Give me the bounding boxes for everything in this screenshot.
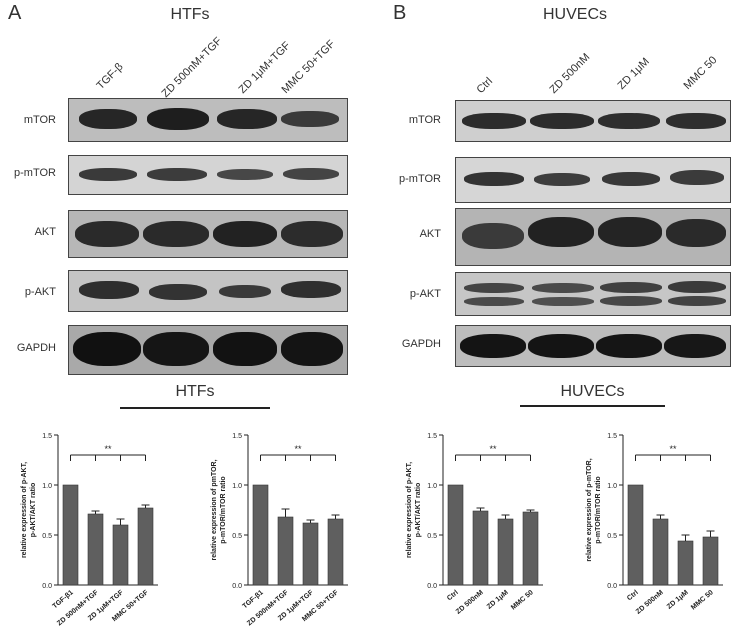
bar	[112, 524, 129, 586]
y-tick-label: 1.5	[232, 433, 242, 440]
lane-label: ZD 500nM	[547, 51, 593, 96]
y-tick-label: 0.5	[232, 533, 242, 540]
bar	[652, 518, 669, 586]
y-axis-label-line: p-AKT/AKT ratio	[30, 483, 37, 537]
blot-htfs-gapdh	[68, 325, 348, 375]
bar	[627, 484, 644, 586]
row-label-akt: AKT	[34, 226, 56, 238]
x-tick-label: ZD 500nM	[455, 589, 485, 616]
x-tick-label: TGF-β1	[242, 589, 265, 610]
row-label-p-akt: p-AKT	[409, 288, 441, 300]
y-tick-label: 0.0	[427, 583, 437, 590]
panel-a-title: HTFs	[170, 6, 210, 23]
lane-label: ZD 500nM+TGF	[159, 35, 225, 100]
bar	[277, 516, 294, 586]
significance-label: **	[294, 444, 302, 454]
x-tick-label: TGF-β1	[52, 589, 75, 610]
y-axis-label-line: relative expression of p-mTOR,	[586, 458, 593, 561]
bar	[62, 484, 79, 586]
bar	[327, 518, 344, 586]
y-tick-label: 1.0	[42, 483, 52, 490]
y-tick-label: 0.5	[42, 533, 52, 540]
group-title-htfs: HTFs	[175, 383, 215, 400]
y-tick-label: 0.5	[427, 533, 437, 540]
bar	[252, 484, 269, 586]
row-label-mtor: mTOR	[23, 114, 56, 126]
bar-chart-huvecs-p-mtor: 0.0 0.5 1.0 1.5 relative expression of p-mTO…	[586, 433, 723, 616]
blot-huvecs-gapdh	[455, 325, 731, 367]
x-tick-label: ZD 500nM	[635, 589, 665, 616]
bar-chart-htfs-p-mtor: 0.0 0.5 1.0 1.5 relative expression of pmTOR…	[211, 433, 348, 627]
y-axis-label-line: p-mTOR/mTOR ratio	[220, 476, 227, 543]
bar	[677, 540, 694, 586]
row-label-p-mtor: p-mTOR	[14, 167, 56, 179]
bar	[87, 513, 104, 586]
bar	[447, 484, 464, 586]
lane-label: MMC 50	[681, 54, 720, 92]
bar	[702, 536, 719, 586]
bar	[522, 511, 539, 586]
row-label-gapdh: GAPDH	[401, 338, 441, 350]
x-tick-label: ZD 1μM	[666, 589, 690, 611]
lane-label: ZD 1μM	[615, 55, 652, 92]
bar	[302, 522, 319, 586]
y-tick-label: 1.0	[232, 483, 242, 490]
panel-letter-b: B	[393, 2, 407, 24]
row-label-gapdh: GAPDH	[16, 342, 56, 354]
y-axis-label: relative expression of pmTOR, p-mTOR/mTOR…	[211, 459, 227, 560]
y-axis-label: relative expression of p-mTOR, p-mTOR/mTO…	[586, 458, 602, 561]
bar-chart-huvecs-p-akt: 0.0 0.5 1.0 1.5 relative expression of p-AKT…	[406, 433, 543, 616]
blot-huvecs-p-akt	[455, 272, 731, 316]
x-tick-label: Ctrl	[446, 589, 460, 602]
bar	[472, 510, 489, 586]
panel-letter-a: A	[8, 2, 22, 24]
y-axis-label-line: relative expression of p-AKT,	[21, 462, 28, 558]
y-tick-label: 0.0	[232, 583, 242, 590]
group-underline-huvecs	[520, 405, 665, 407]
bar	[497, 518, 514, 586]
y-axis-label-line: p-mTOR/mTOR ratio	[595, 476, 602, 543]
lane-label: Ctrl	[474, 75, 496, 96]
group-underline-htfs	[120, 407, 270, 409]
y-axis-label: relative expression of p-AKT, p-AKT/AKT r…	[406, 462, 422, 558]
x-tick-label: Ctrl	[626, 589, 640, 602]
y-tick-label: 0.0	[42, 583, 52, 590]
y-axis-label-line: p-AKT/AKT ratio	[415, 483, 422, 537]
y-tick-label: 0.5	[607, 533, 617, 540]
group-title-huvecs: HUVECs	[560, 383, 625, 400]
row-label-mtor: mTOR	[408, 114, 441, 126]
y-axis-label: relative expression of p-AKT, p-AKT/AKT r…	[21, 462, 37, 558]
blot-huvecs-akt	[455, 208, 731, 266]
significance-label: **	[104, 444, 112, 454]
y-axis-label-line: relative expression of p-AKT,	[406, 462, 413, 558]
blot-huvecs-mtor	[455, 100, 731, 142]
blot-htfs-mtor	[68, 98, 348, 142]
x-tick-label: MMC 50	[690, 589, 715, 611]
significance-label: **	[669, 444, 677, 454]
y-tick-label: 1.0	[607, 483, 617, 490]
row-label-p-mtor: p-mTOR	[399, 173, 441, 185]
blot-htfs-akt	[68, 210, 348, 258]
blot-huvecs-p-mtor	[455, 157, 731, 203]
blot-htfs-p-akt	[68, 270, 348, 312]
y-tick-label: 1.5	[427, 433, 437, 440]
y-tick-label: 1.5	[607, 433, 617, 440]
row-label-p-akt: p-AKT	[24, 286, 56, 298]
y-axis-label-line: relative expression of pmTOR,	[211, 459, 218, 560]
panel-b-title: HUVECs	[542, 6, 607, 23]
significance-label: **	[489, 444, 497, 454]
blot-htfs-p-mtor	[68, 155, 348, 195]
x-tick-label: ZD 1μM	[486, 589, 510, 611]
lane-label: TGF-β	[94, 60, 126, 92]
y-tick-label: 0.0	[607, 583, 617, 590]
x-tick-label: MMC 50	[510, 589, 535, 611]
bar-chart-htfs-p-akt: 0.0 0.5 1.0 1.5 relative expression of p-AKT…	[21, 433, 158, 627]
row-label-akt: AKT	[419, 228, 441, 240]
bar	[137, 507, 154, 586]
y-tick-label: 1.0	[427, 483, 437, 490]
y-tick-label: 1.5	[42, 433, 52, 440]
